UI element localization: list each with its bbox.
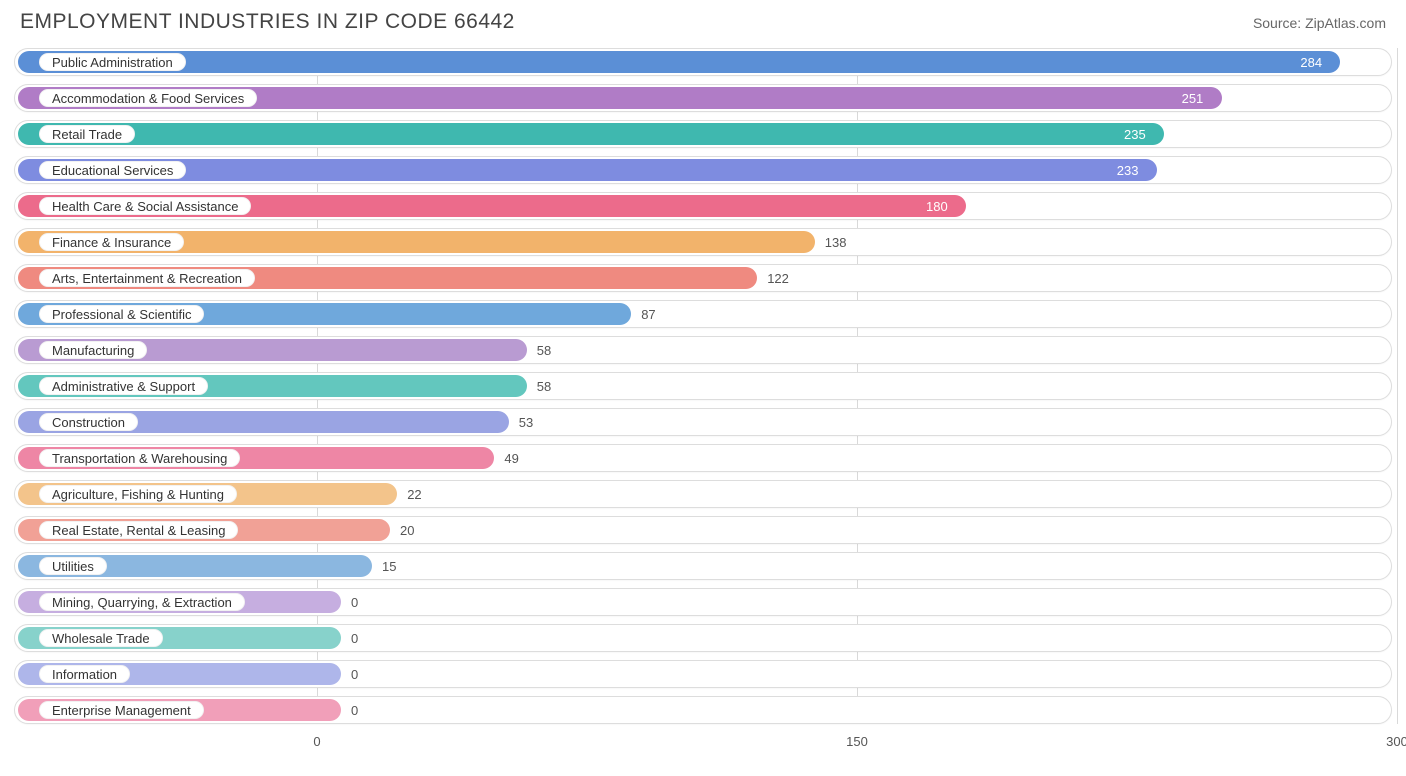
bar-row: Transportation & Warehousing 49 [14, 444, 1392, 472]
bar-value: 53 [519, 409, 533, 435]
bar-value: 0 [351, 661, 358, 687]
bar-row: Utilities 15 [14, 552, 1392, 580]
bar-value: 180 [926, 193, 948, 219]
bar-value: 58 [537, 337, 551, 363]
bar-row: Arts, Entertainment & Recreation 122 [14, 264, 1392, 292]
chart-source: Source: ZipAtlas.com [1253, 15, 1386, 31]
bar-value: 138 [825, 229, 847, 255]
bar-row: Administrative & Support 58 [14, 372, 1392, 400]
bar-label: Enterprise Management [39, 701, 204, 719]
bar-row: Mining, Quarrying, & Extraction 0 [14, 588, 1392, 616]
bar-row: Professional & Scientific 87 [14, 300, 1392, 328]
bar-value: 251 [1182, 85, 1204, 111]
bar-label: Administrative & Support [39, 377, 208, 395]
bar-value: 87 [641, 301, 655, 327]
bar-value: 235 [1124, 121, 1146, 147]
bar-label: Retail Trade [39, 125, 135, 143]
x-axis: 0150300 [14, 732, 1392, 754]
bar-label: Information [39, 665, 130, 683]
bar-row: Construction 53 [14, 408, 1392, 436]
bar-value: 233 [1117, 157, 1139, 183]
bar-value: 20 [400, 517, 414, 543]
bar-label: Utilities [39, 557, 107, 575]
bar-value: 22 [407, 481, 421, 507]
bar-label: Public Administration [39, 53, 186, 71]
chart-title: EMPLOYMENT INDUSTRIES IN ZIP CODE 66442 [20, 10, 515, 34]
bar-label: Arts, Entertainment & Recreation [39, 269, 255, 287]
bar-label: Mining, Quarrying, & Extraction [39, 593, 245, 611]
bar-row: Real Estate, Rental & Leasing 20 [14, 516, 1392, 544]
bar-row: Public Administration 284 [14, 48, 1392, 76]
bar-row: Educational Services 233 [14, 156, 1392, 184]
bar-fill [18, 123, 1164, 145]
employment-bar-chart: Public Administration 284 Accommodation & … [14, 48, 1392, 754]
source-name: ZipAtlas.com [1305, 15, 1386, 31]
bar-label: Construction [39, 413, 138, 431]
gridline [1397, 48, 1398, 724]
bar-value: 58 [537, 373, 551, 399]
bar-label: Professional & Scientific [39, 305, 204, 323]
bar-row: Agriculture, Fishing & Hunting 22 [14, 480, 1392, 508]
bar-row: Information 0 [14, 660, 1392, 688]
bar-value: 284 [1300, 49, 1322, 75]
bar-label: Agriculture, Fishing & Hunting [39, 485, 237, 503]
bar-row: Accommodation & Food Services 251 [14, 84, 1392, 112]
bar-value: 0 [351, 625, 358, 651]
plot-area: Public Administration 284 Accommodation & … [14, 48, 1392, 724]
bar-value: 122 [767, 265, 789, 291]
bar-label: Wholesale Trade [39, 629, 163, 647]
bar-row: Manufacturing 58 [14, 336, 1392, 364]
bar-label: Educational Services [39, 161, 186, 179]
bar-row: Finance & Insurance 138 [14, 228, 1392, 256]
bar-fill [18, 51, 1340, 73]
chart-header: EMPLOYMENT INDUSTRIES IN ZIP CODE 66442 … [14, 10, 1392, 34]
bar-label: Manufacturing [39, 341, 147, 359]
bar-label: Accommodation & Food Services [39, 89, 257, 107]
bar-fill [18, 159, 1157, 181]
bar-label: Real Estate, Rental & Leasing [39, 521, 238, 539]
bar-row: Health Care & Social Assistance 180 [14, 192, 1392, 220]
bar-value: 15 [382, 553, 396, 579]
bar-label: Finance & Insurance [39, 233, 184, 251]
source-prefix: Source: [1253, 15, 1305, 31]
bar-label: Health Care & Social Assistance [39, 197, 251, 215]
bar-row: Enterprise Management 0 [14, 696, 1392, 724]
bar-label: Transportation & Warehousing [39, 449, 240, 467]
bar-value: 0 [351, 697, 358, 723]
bar-value: 0 [351, 589, 358, 615]
x-axis-tick: 300 [1386, 734, 1406, 749]
bar-row: Wholesale Trade 0 [14, 624, 1392, 652]
x-axis-tick: 0 [313, 734, 320, 749]
bar-value: 49 [504, 445, 518, 471]
x-axis-tick: 150 [846, 734, 868, 749]
bar-row: Retail Trade 235 [14, 120, 1392, 148]
